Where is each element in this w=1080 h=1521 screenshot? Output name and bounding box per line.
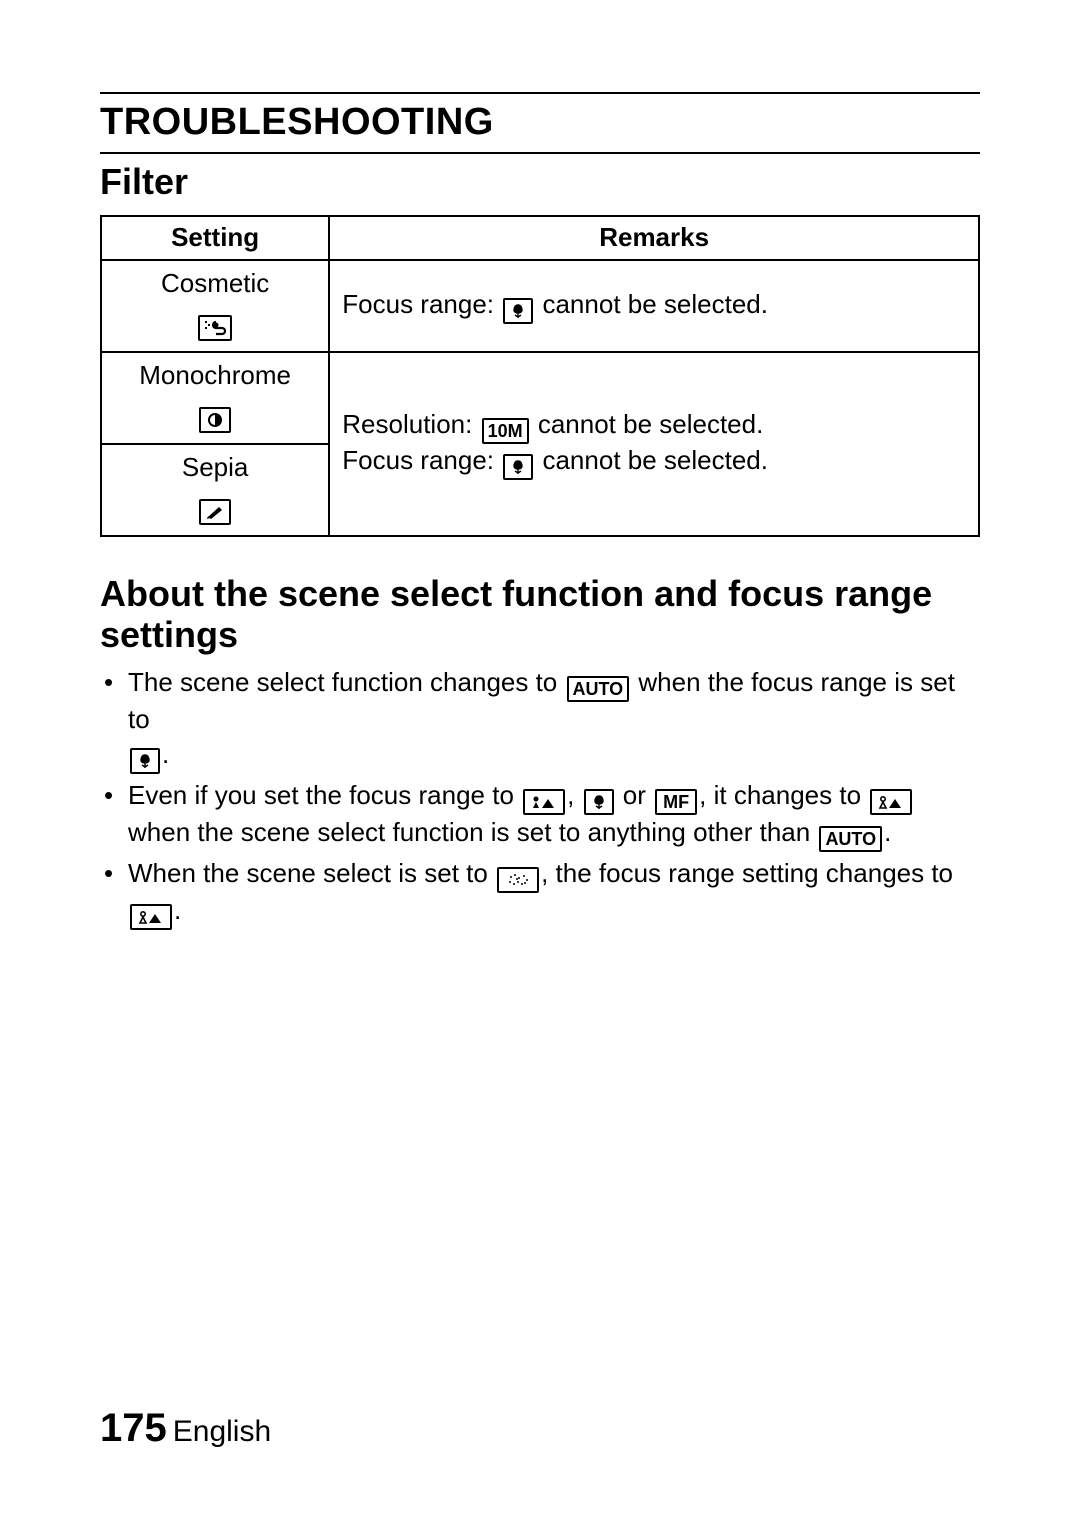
mono-sepia-remarks: Resolution: 10M cannot be selected. Focu… — [329, 352, 979, 536]
text: . — [174, 895, 181, 925]
icon-person-mountain-hollow-icon — [870, 789, 912, 815]
setting-cosmetic: Cosmetic — [101, 260, 329, 352]
text: cannot be selected. — [535, 289, 768, 319]
top-rule — [100, 92, 980, 94]
text: Resolution: — [342, 409, 479, 439]
sepia-icon — [199, 499, 231, 525]
monochrome-icon — [199, 407, 231, 433]
col-setting: Setting — [101, 216, 329, 260]
manual-page: TROUBLESHOOTING Filter Setting Remarks C… — [0, 0, 1080, 1521]
cosmetic-label: Cosmetic — [110, 267, 320, 301]
text: or — [616, 780, 654, 810]
table-row: Monochrome Resolution: 10M cannot be sel… — [101, 352, 979, 444]
cosmetic-icon — [198, 315, 232, 341]
remark-line: Focus range: cannot be selected. — [342, 444, 966, 480]
sepia-label: Sepia — [110, 451, 320, 485]
text: Focus range: — [342, 445, 501, 475]
text: When the scene select is set to — [128, 858, 495, 888]
cosmetic-remarks: Focus range: cannot be selected. — [329, 260, 979, 352]
text: . — [884, 817, 891, 847]
text: , it changes to — [699, 780, 868, 810]
auto-icon: AUTO — [567, 676, 630, 702]
mf-icon: MF — [655, 789, 697, 815]
macro-icon — [503, 454, 533, 480]
macro-icon — [130, 748, 160, 774]
filter-heading: Filter — [100, 162, 980, 202]
list-item: Even if you set the focus range to , or … — [102, 778, 980, 852]
auto-icon: AUTO — [819, 826, 882, 852]
text: , the focus range setting changes to — [541, 858, 953, 888]
macro-icon — [503, 298, 533, 324]
list-item: When the scene select is set to , the fo… — [102, 856, 980, 930]
text: when the scene select function is set to… — [128, 817, 817, 847]
page-language: English — [173, 1415, 271, 1448]
text: The scene select function changes to — [128, 667, 565, 697]
col-remarks: Remarks — [329, 216, 979, 260]
remark-line: Resolution: 10M cannot be selected. — [342, 408, 966, 444]
text: Even if you set the focus range to — [128, 780, 521, 810]
table-row: Cosmetic Focus range: cannot be selected… — [101, 260, 979, 352]
list-item: The scene select function changes to AUT… — [102, 665, 980, 774]
page-footer: 175English — [100, 1406, 271, 1451]
icon-person-mountain-hollow-icon — [130, 904, 172, 930]
person-mountain-icon — [523, 789, 565, 815]
setting-sepia: Sepia — [101, 444, 329, 536]
page-number: 175 — [100, 1406, 167, 1450]
resolution-10m-icon: 10M — [482, 418, 529, 444]
page-title: TROUBLESHOOTING — [100, 102, 980, 144]
scene-heading: About the scene select function and focu… — [100, 573, 980, 656]
fireworks-icon — [497, 867, 539, 893]
text: , — [567, 780, 581, 810]
filter-table: Setting Remarks Cosmetic Foc — [100, 215, 980, 536]
bullet-list: The scene select function changes to AUT… — [102, 665, 980, 930]
bottom-rule — [100, 152, 980, 154]
monochrome-label: Monochrome — [110, 359, 320, 393]
table-header-row: Setting Remarks — [101, 216, 979, 260]
macro-icon — [584, 789, 614, 815]
text: cannot be selected. — [535, 445, 768, 475]
text: cannot be selected. — [531, 409, 764, 439]
text: . — [162, 739, 169, 769]
setting-monochrome: Monochrome — [101, 352, 329, 444]
text: Focus range: — [342, 289, 501, 319]
